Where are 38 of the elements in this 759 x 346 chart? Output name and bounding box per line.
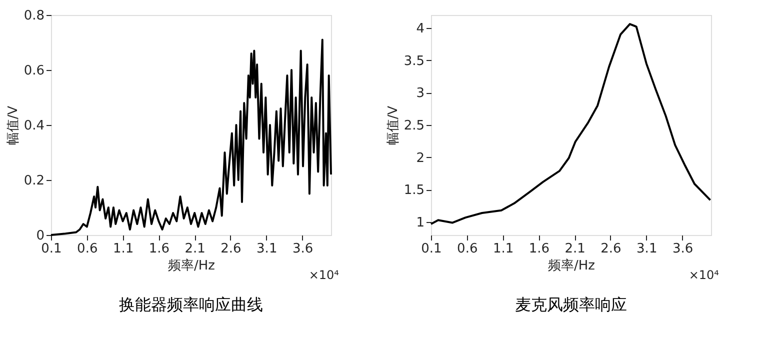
- y-axis-title: 幅值/V: [386, 106, 401, 146]
- y-tick-label: 1.5: [404, 183, 424, 198]
- text: 麦克风频率响应: [515, 295, 627, 314]
- x-axis-title: 频率/Hz: [168, 258, 216, 274]
- x-tick-label: 0.1: [41, 242, 62, 256]
- x-tick-label: 3.6: [672, 242, 694, 256]
- x-tick-label: 3.1: [636, 242, 658, 256]
- text: ×10⁴: [308, 268, 340, 282]
- y-tick-label: 0.2: [24, 174, 44, 188]
- x-tick-label: 2.1: [184, 242, 206, 256]
- x-axis-title: 频率/Hz: [548, 258, 596, 274]
- y-tick-label: 3.5: [404, 54, 424, 69]
- x-tick-label: 1.1: [492, 242, 514, 256]
- text: ×10⁴: [688, 268, 720, 282]
- y-tick-label: 0.4: [24, 118, 44, 134]
- x-tick-label: 2.6: [600, 242, 622, 256]
- y-axis-title: 幅值/V: [6, 106, 21, 146]
- y-tick-label: 2.5: [404, 118, 424, 134]
- x-tick-label: 1.6: [528, 242, 550, 256]
- y-tick-label: 0.6: [24, 64, 44, 78]
- x-tick-label: 3.6: [292, 242, 314, 256]
- y-tick-label: 3: [416, 86, 424, 102]
- y-tick-label: 4: [416, 21, 424, 36]
- text: 换能器频率响应曲线: [119, 295, 263, 314]
- x-tick-label: 1.1: [112, 242, 134, 256]
- x-tick-label: 0.6: [77, 242, 98, 256]
- x-tick-label: 0.6: [457, 242, 478, 256]
- line-series: [50, 38, 332, 236]
- y-tick-label: 1: [416, 216, 424, 231]
- y-tick-label: 0: [36, 228, 44, 244]
- y-tick-label: 0.8: [24, 8, 44, 24]
- x-tick-label: 2.6: [220, 242, 242, 256]
- x-tick-label: 3.1: [256, 242, 278, 256]
- line-series: [430, 23, 712, 225]
- x-tick-label: 0.1: [421, 242, 442, 256]
- y-tick-label: 2: [416, 150, 424, 166]
- x-tick-label: 1.6: [148, 242, 170, 256]
- x-tick-label: 2.1: [564, 242, 586, 256]
